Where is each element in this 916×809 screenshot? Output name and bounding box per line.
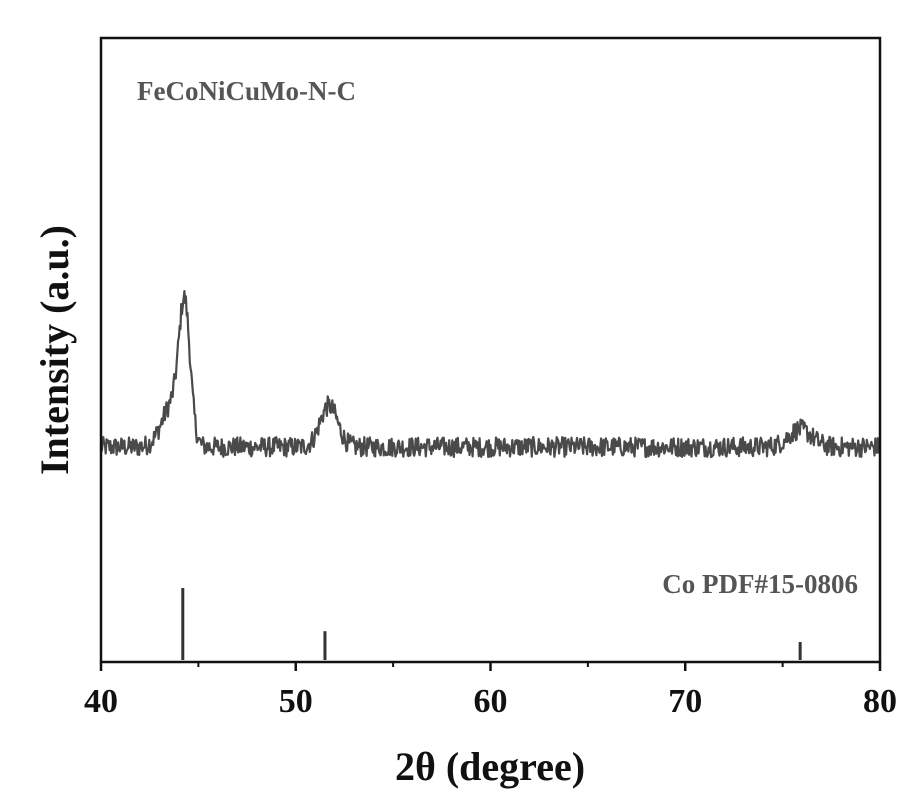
reference-annotation: Co PDF#15-0806 [662,569,858,599]
x-tick-label: 40 [84,683,118,720]
x-tick-label: 80 [863,683,897,720]
sample-annotation: FeCoNiCuMo-N-C [137,76,356,106]
x-axis-label: 2θ (degree) [395,744,585,789]
x-ticks [99,662,882,671]
reference-sticks-layer [181,588,802,660]
y-axis-label: Intensity (a.u.) [32,225,77,475]
pattern-series-line [99,290,882,459]
x-tick-label: 50 [279,683,313,720]
pattern-series-layer [99,290,882,459]
x-tick-label: 60 [474,683,508,720]
x-tick-labels: 40 50 60 70 80 [84,683,897,720]
x-tick-label: 70 [668,683,702,720]
